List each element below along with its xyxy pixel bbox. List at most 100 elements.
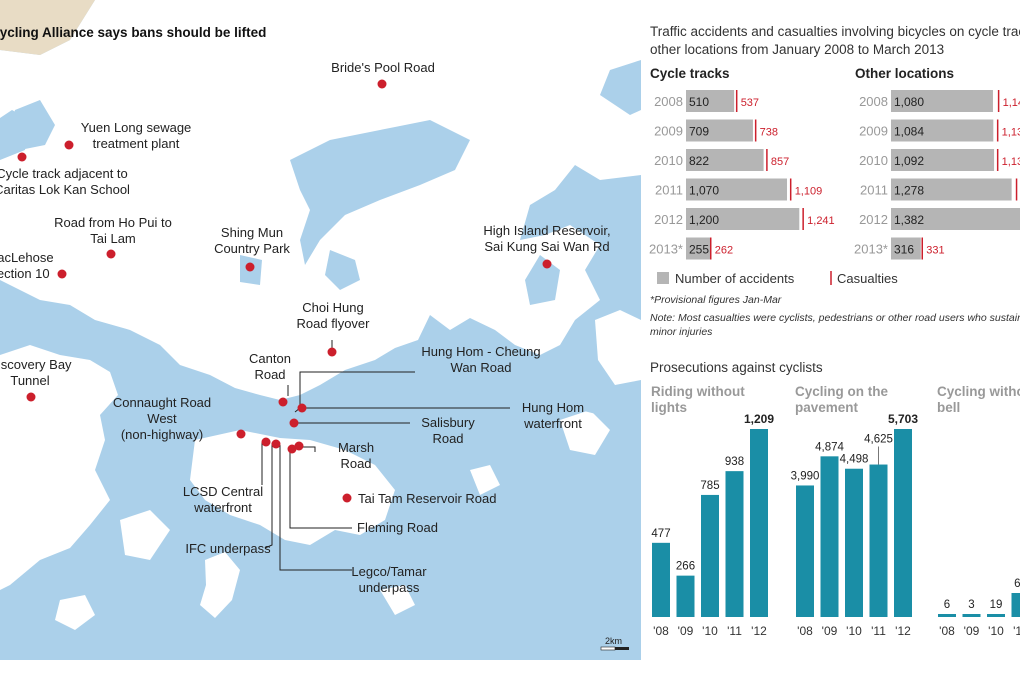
marker-marsh-road[interactable] bbox=[294, 441, 304, 451]
inner-waters bbox=[10, 100, 641, 420]
marker-shing-mun[interactable] bbox=[245, 262, 255, 272]
other-locations-accident-bar bbox=[891, 119, 994, 142]
marker-salisbury[interactable] bbox=[289, 418, 299, 428]
other-locations-casualty-value: 1,130 bbox=[1002, 127, 1020, 139]
prosecution-category-label: '11 bbox=[871, 624, 886, 638]
map-label-hung-hom-waterfront: Hung Hom waterfront bbox=[522, 400, 584, 431]
prosecution-value-label: 785 bbox=[700, 480, 719, 492]
cycle-tracks-accident-bar bbox=[686, 149, 764, 171]
map-label-marsh-road: Marsh Road bbox=[338, 440, 374, 471]
prosecution-chart-title: bell bbox=[937, 400, 960, 415]
mainland-china bbox=[0, 0, 95, 55]
prosecution-category-label: '12 bbox=[751, 624, 767, 638]
banner-headline: Cycling Alliance says bans should be lif… bbox=[0, 25, 267, 40]
prosecution-bar bbox=[869, 464, 888, 617]
marker-choi-hung[interactable] bbox=[327, 347, 337, 357]
map-label-maclehose: MacLehosesection 10 bbox=[0, 250, 54, 281]
prosecution-category-label: '10 bbox=[846, 624, 862, 638]
map-labels: Bride's Pool Road Yuen Long sewage treatme… bbox=[0, 60, 611, 595]
other-locations-year-label: 2008 bbox=[859, 94, 888, 109]
prosecution-bar bbox=[725, 471, 744, 617]
other-locations-year-label: 2013* bbox=[854, 242, 888, 257]
prosecution-category-label: '10 bbox=[702, 624, 718, 638]
marker-tai-tam[interactable] bbox=[342, 493, 352, 503]
location-markers bbox=[17, 79, 552, 503]
marker-brides-pool[interactable] bbox=[377, 79, 387, 89]
cycle-tracks-accident-bar bbox=[686, 178, 788, 201]
marker-fleming-road[interactable] bbox=[287, 444, 297, 454]
cycle-tracks-year-label: 2012 bbox=[654, 212, 683, 227]
prosecution-category-label: '10 bbox=[988, 624, 1004, 638]
map-label-ifc-underpass: IFC underpass bbox=[185, 541, 271, 556]
cycling-ban-map: Bride's Pool Road Yuen Long sewage treatme… bbox=[0, 0, 641, 660]
cycle-tracks-accident-value: 1,070 bbox=[689, 184, 719, 198]
prosecution-value-label: 6 bbox=[944, 599, 950, 611]
prosecution-category-label: '11 bbox=[1013, 624, 1020, 638]
other-locations-heading: Other locations bbox=[855, 66, 954, 81]
map-label-brides-pool-road: Bride's Pool Road bbox=[331, 60, 435, 75]
prosecution-category-label: '09 bbox=[678, 624, 694, 638]
map-label-road-ho-pui: Road from Ho Pui to Tai Lam bbox=[54, 215, 172, 246]
other-locations-casualty-value: 1,130 bbox=[1002, 156, 1020, 168]
prosecution-chart-title: Riding without bbox=[651, 384, 745, 399]
prosecution-category-label: '08 bbox=[797, 624, 813, 638]
map-label-lcsd-central: LCSD Central waterfront bbox=[183, 484, 263, 515]
prosecution-value-label: 3 bbox=[968, 599, 974, 611]
map-label-cycle-track-caritas: Cycle track adjacent to Caritas Lok Kan S… bbox=[0, 166, 130, 197]
prosecution-category-label: '09 bbox=[964, 624, 980, 638]
prosecution-value-label: 5,703 bbox=[888, 412, 918, 426]
prosecution-value-label: 938 bbox=[725, 456, 744, 468]
prosecution-value-label: 3,990 bbox=[791, 470, 820, 482]
other-locations-accident-bar bbox=[891, 90, 993, 112]
map-label-legco-tamar: Legco/Tamar underpass bbox=[351, 564, 427, 595]
marker-canton-road[interactable] bbox=[278, 397, 288, 407]
map-label-hung-hom-cheung-wan: Hung Hom - Cheung Wan Road bbox=[421, 344, 540, 375]
map-label-shing-mun: Shing Mun Country Park bbox=[214, 225, 290, 256]
cycle-tracks-heading: Cycle tracks bbox=[650, 66, 730, 81]
other-locations-accident-value: 1,278 bbox=[894, 184, 924, 198]
prosecution-value-label: 266 bbox=[676, 561, 695, 573]
marker-maclehose[interactable] bbox=[57, 269, 67, 279]
prosecution-bar bbox=[894, 429, 912, 617]
scale-bar: 2km bbox=[600, 636, 629, 651]
marker-discovery-bay[interactable] bbox=[26, 392, 36, 402]
marker-yuen-long-sewage[interactable] bbox=[64, 140, 74, 150]
marker-lcsd-central[interactable] bbox=[261, 437, 271, 447]
cycle-tracks-casualty-value: 738 bbox=[760, 127, 778, 139]
statistics-panel: Traffic accidents and casualties involvi… bbox=[649, 24, 1020, 638]
marker-ifc[interactable] bbox=[271, 439, 281, 449]
marker-connaught-road[interactable] bbox=[236, 429, 246, 439]
prosecution-value-label: 4,498 bbox=[840, 454, 869, 466]
cycle-tracks-accident-value: 822 bbox=[689, 154, 709, 168]
prosecution-value-label: 1,209 bbox=[744, 412, 774, 426]
map-label-tai-tam: Tai Tam Reservoir Road bbox=[358, 491, 496, 506]
other-locations-year-label: 2012 bbox=[859, 212, 888, 227]
other-locations-year-label: 2009 bbox=[859, 124, 888, 139]
prosecutions-title: Prosecutions against cyclists bbox=[650, 360, 823, 375]
marker-high-island[interactable] bbox=[542, 259, 552, 269]
prosecution-bar bbox=[652, 542, 670, 617]
prosecution-bar bbox=[796, 485, 814, 617]
prosecution-category-label: '08 bbox=[939, 624, 955, 638]
marker-ho-pui[interactable] bbox=[106, 249, 116, 259]
cycle-tracks-casualty-value: 262 bbox=[715, 245, 733, 257]
cycle-tracks-year-label: 2013* bbox=[649, 242, 683, 257]
note-line: minor injuries bbox=[650, 326, 713, 338]
other-locations-casualty-value: 331 bbox=[926, 245, 944, 257]
map-label-fleming-road: Fleming Road bbox=[357, 520, 438, 535]
prosecution-value-label: 60 bbox=[1014, 578, 1020, 590]
marker-hung-hom-cheung-wan[interactable] bbox=[297, 403, 307, 413]
cycle-tracks-accident-value: 1,200 bbox=[689, 213, 719, 227]
prosecution-value-label: 19 bbox=[990, 599, 1003, 611]
cycle-tracks-casualty-value: 1,241 bbox=[807, 215, 835, 227]
prosecution-chart-title: lights bbox=[651, 400, 687, 415]
prosecution-bar bbox=[676, 575, 695, 617]
accidents-title-line: Traffic accidents and casualties involvi… bbox=[650, 24, 1020, 39]
prosecution-value-label: 4,625 bbox=[864, 434, 893, 446]
marker-caritas[interactable] bbox=[17, 152, 27, 162]
cycle-tracks-casualty-value: 857 bbox=[771, 156, 789, 168]
prosecution-bar bbox=[845, 468, 863, 617]
cycle-tracks-accident-bar bbox=[686, 237, 711, 260]
prosecution-bar bbox=[1011, 593, 1020, 617]
